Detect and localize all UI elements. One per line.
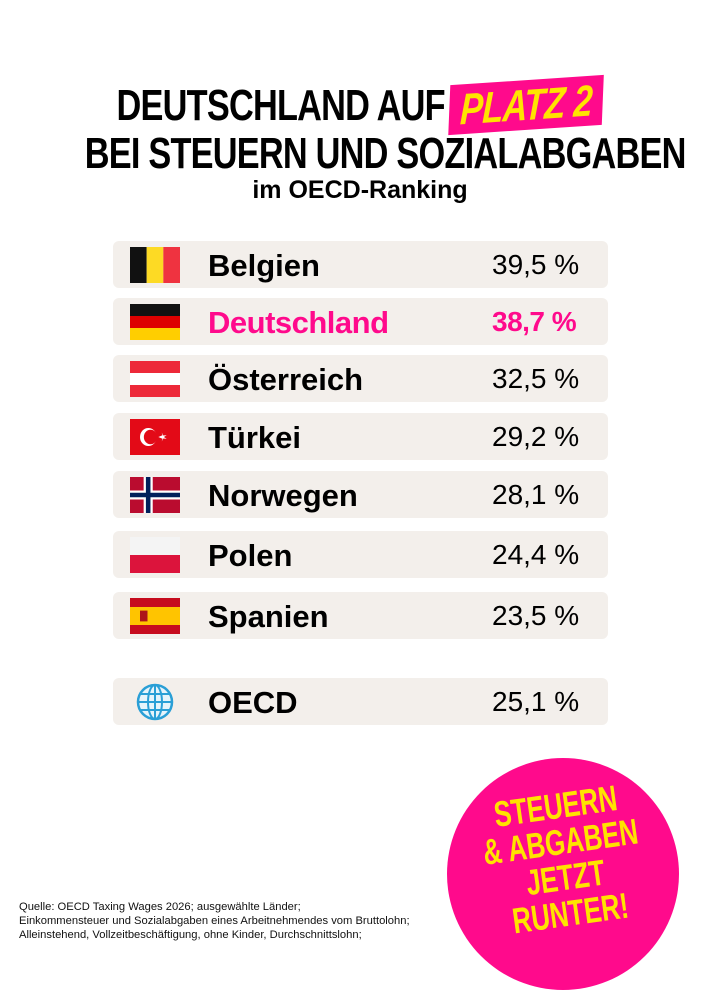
country-name: Österreich: [208, 362, 364, 397]
country-name: Polen: [208, 538, 293, 573]
ranking-row: Norwegen 28,1 %: [113, 471, 608, 518]
country-name: Norwegen: [208, 478, 358, 513]
source-note: Quelle: OECD Taxing Wages 2026; ausgewäh…: [19, 900, 410, 942]
headline-text: DEUTSCHLAND AUF: [116, 81, 446, 130]
country-value: 39,5 %: [492, 249, 580, 280]
norway-flag-icon: [130, 477, 180, 513]
ranking-row: Polen 24,4 %: [113, 531, 608, 578]
germany-flag-icon: [130, 304, 180, 340]
source-line: Alleinstehend, Vollzeitbeschäftigung, oh…: [19, 929, 362, 941]
belgium-flag-icon: [130, 247, 180, 283]
source-line: Quelle: OECD Taxing Wages 2026; ausgewäh…: [19, 901, 301, 913]
country-name: Türkei: [208, 420, 302, 455]
ranking-row: Belgien 39,5 %: [113, 241, 608, 288]
headline-text-2: BEI STEUERN UND SOZIALABGABEN: [84, 129, 687, 178]
subtitle: im OECD-Ranking: [252, 176, 468, 204]
turkey-flag-icon: [130, 419, 180, 455]
oecd-label: OECD: [208, 685, 298, 720]
country-value: 24,4 %: [492, 539, 580, 570]
country-value: 38,7 %: [492, 306, 577, 337]
slogan-badge: STEUERN & ABGABEN JETZT RUNTER!: [447, 758, 679, 990]
ranking-row: Österreich 32,5 %: [113, 355, 608, 402]
platz-highlight: PLATZ 2: [448, 74, 605, 136]
country-name: Deutschland: [208, 305, 389, 340]
country-value: 28,1 %: [492, 479, 580, 510]
spain-flag-icon: [130, 598, 180, 634]
country-name: Belgien: [208, 248, 320, 283]
oecd-value: 25,1 %: [492, 686, 580, 717]
austria-flag-icon: [130, 361, 180, 397]
country-value: 29,2 %: [492, 421, 580, 452]
globe-icon: [136, 683, 174, 721]
ranking-row: Spanien 23,5 %: [113, 592, 608, 639]
ranking-row-highlighted: Deutschland 38,7 %: [113, 298, 608, 345]
headline-line-2: BEI STEUERN UND SOZIALABGABEN: [0, 132, 720, 176]
headline-line-1: DEUTSCHLAND AUF PLATZ 2: [0, 74, 720, 136]
country-name: Spanien: [208, 599, 329, 634]
ranking-row: Türkei 29,2 %: [113, 413, 608, 460]
poland-flag-icon: [130, 537, 180, 573]
country-value: 23,5 %: [492, 600, 580, 631]
country-value: 32,5 %: [492, 363, 580, 394]
source-line: Einkommensteuer und Sozialabgaben eines …: [19, 915, 410, 927]
oecd-row: OECD 25,1 %: [113, 678, 608, 725]
